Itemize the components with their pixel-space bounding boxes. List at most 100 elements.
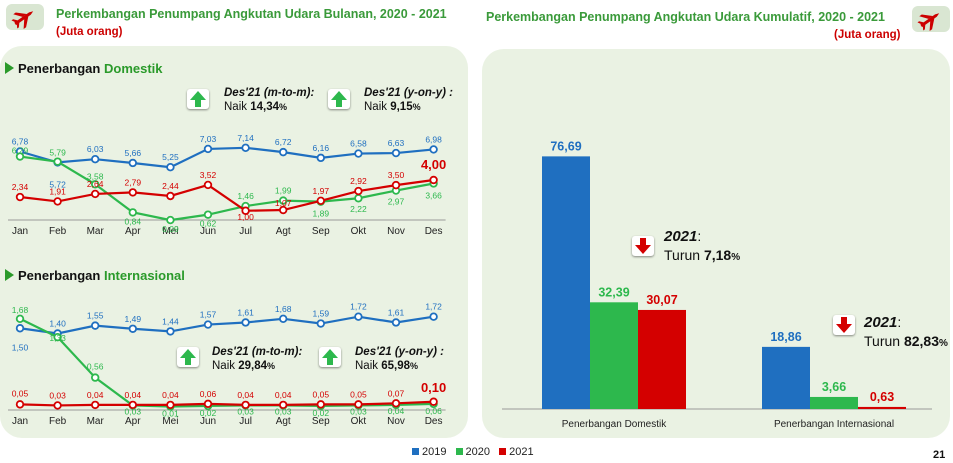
data-label-2020: 2,97 (388, 197, 405, 207)
data-label-2019: 1,57 (200, 310, 217, 320)
data-label-2020: 0,01 (162, 408, 179, 418)
data-label-2021: 1,97 (313, 186, 330, 196)
data-label-2019: 1,59 (313, 309, 330, 319)
data-label-2019: 1,50 (12, 342, 29, 352)
cumulative-bar-chart: 76,69 32,39 30,07 Penerbangan Domestik 18,86… (502, 139, 932, 430)
data-label-2021: 0,04 (162, 390, 179, 400)
data-label-2020: 0,84 (125, 216, 142, 226)
x-tick-label: Okt (351, 416, 367, 427)
series-line-2020 (19, 155, 434, 222)
x-tick-label: Des (425, 416, 443, 427)
data-point-2020 (15, 152, 25, 161)
data-label-2020: 1,89 (313, 209, 330, 219)
section-marker-icon (5, 62, 14, 74)
international-section-title: Penerbangan Internasional (18, 268, 185, 283)
data-label-2020: 0,03 (237, 406, 254, 416)
page-number: 21 (933, 449, 946, 461)
data-label-2019: 1,49 (125, 314, 142, 324)
data-point-2019 (279, 314, 288, 323)
data-point-2021 (391, 180, 401, 190)
legend-label-2019: 2019 (422, 446, 447, 458)
data-point-2020 (53, 332, 62, 342)
data-label-2020: 0,62 (200, 219, 217, 229)
data-point-2021 (354, 400, 363, 409)
arrow-up-icon (187, 89, 209, 109)
x-tick-label: Des (425, 226, 443, 237)
data-point-2019 (128, 324, 137, 333)
data-label-2021: 2,34 (12, 182, 29, 192)
data-label-2020: 3,66 (425, 190, 442, 200)
data-point-2021 (53, 401, 62, 410)
data-point-2021 (429, 397, 438, 406)
data-label-2020: 0,03 (350, 406, 367, 416)
domestic-yoy-note: Des'21 (y-on-y) : Naik 9,15% (364, 87, 454, 113)
x-tick-label: Okt (351, 226, 367, 237)
bar-2019 (542, 156, 590, 409)
data-label-2021: 1,91 (49, 186, 66, 196)
data-label-2021: 3,50 (388, 170, 405, 180)
data-point-2020 (279, 196, 288, 205)
x-tick-label: Apr (125, 416, 141, 427)
x-tick-label: Agt (276, 226, 291, 237)
data-label-2021: 0,04 (237, 390, 254, 400)
data-point-2019 (354, 149, 363, 158)
data-label-2021: 0,06 (200, 389, 217, 399)
domestic-line-chart: Jan Feb Mar Apr Mei Jun Jul Agt Sep Okt Nov Des 6,78… (8, 133, 446, 237)
data-point-2020 (53, 157, 62, 166)
data-point-2019 (90, 321, 100, 330)
x-tick-label: Mei (162, 416, 178, 427)
data-point-2020 (166, 215, 175, 225)
data-label-2019: 7,03 (200, 134, 217, 144)
data-point-2019 (429, 145, 438, 154)
data-point-2019 (241, 318, 250, 327)
airplane-icon (912, 6, 950, 32)
bar-value-label: 32,39 (598, 285, 629, 299)
data-label-2021: 0,04 (125, 390, 142, 400)
data-point-2021 (316, 196, 325, 206)
data-point-2020 (128, 208, 137, 217)
data-label-2021: 0,03 (49, 390, 66, 400)
data-label-2020: 0,02 (313, 408, 330, 418)
x-tick-label: Jan (12, 226, 28, 237)
data-label-2020: 6,29 (12, 146, 29, 156)
data-point-2019 (316, 153, 325, 163)
cumulative-international-note: 2021: Turun 82,83% (864, 314, 948, 349)
data-point-2021 (279, 400, 288, 410)
data-label-2021: 1,00 (237, 212, 254, 222)
x-tick-label: Mei (162, 226, 178, 237)
data-point-2020 (354, 194, 363, 203)
data-point-2019 (203, 320, 213, 329)
data-point-2019 (166, 327, 175, 336)
data-point-2021 (15, 400, 25, 409)
data-label-2020: 0,02 (200, 408, 217, 418)
data-label-2019: 7,14 (237, 133, 254, 143)
data-label-2019: 5,66 (125, 148, 142, 158)
monthly-panel (0, 46, 468, 438)
data-point-2020 (90, 180, 100, 189)
bar-2020 (810, 396, 858, 409)
data-label-2021: 0,05 (12, 388, 29, 398)
bar-2021 (638, 309, 686, 409)
data-label-2020: 3,58 (87, 171, 104, 181)
x-tick-label: Feb (49, 226, 67, 237)
data-label-2019: 1,72 (425, 302, 442, 312)
x-tick-label: Sep (312, 416, 330, 427)
data-point-2019 (15, 324, 25, 333)
data-point-2020 (15, 314, 25, 323)
data-label-2019: 6,63 (388, 138, 405, 148)
data-label-2020: 0,09 (162, 224, 179, 234)
x-tick-label: Nov (387, 226, 405, 237)
data-label-2021: 2,64 (87, 179, 104, 189)
data-label-2021: 1,07 (275, 198, 292, 208)
x-tick-label: Sep (312, 226, 330, 237)
data-point-2019 (203, 144, 213, 154)
bar-value-label: 76,69 (550, 139, 581, 153)
arrow-up-icon (328, 89, 350, 109)
bar-2020 (590, 302, 638, 409)
data-point-2021 (203, 180, 213, 190)
data-label-2020: 0,56 (87, 362, 104, 372)
x-category-label: Penerbangan Domestik (562, 419, 668, 430)
left-chart-unit: (Juta orang) (56, 26, 123, 38)
international-line-chart: Jan Feb Mar Apr Mei Jun Jul Agt Sep Okt Nov Des 1,50… (8, 302, 446, 427)
data-label-2019: 6,98 (425, 134, 442, 144)
